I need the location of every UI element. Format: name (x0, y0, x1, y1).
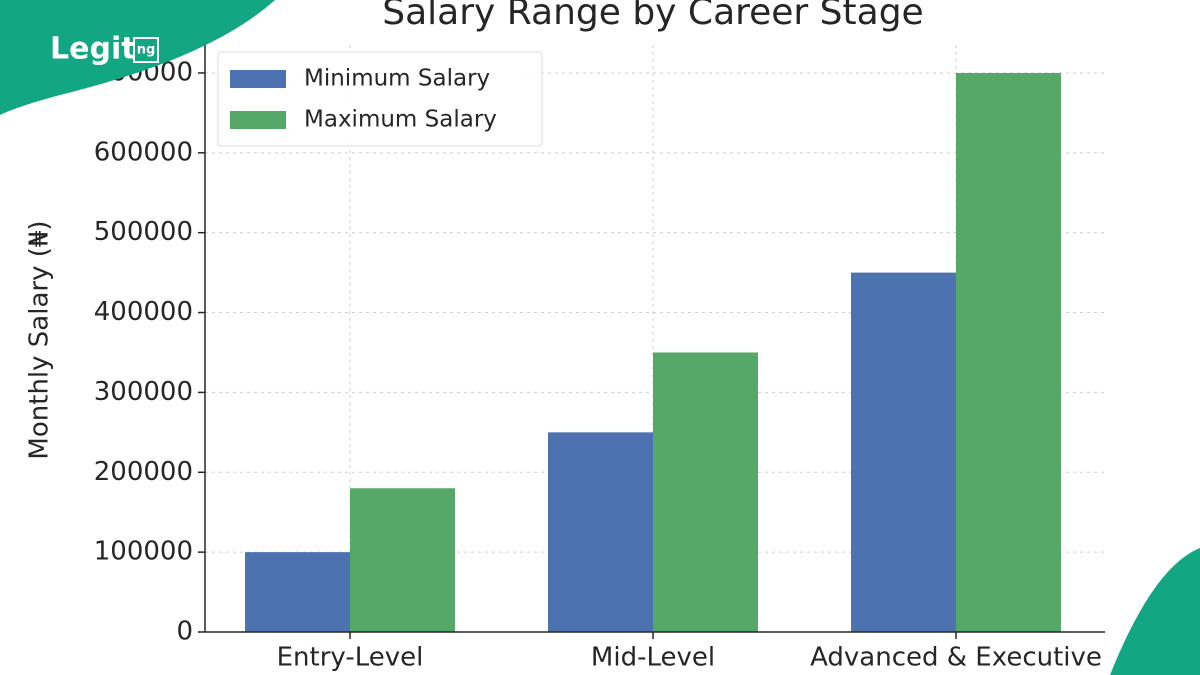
bar (851, 272, 956, 632)
legend-box (217, 51, 543, 147)
plot-area: 0100000200000300000400000500000600000700… (94, 45, 1105, 673)
legend-label: Minimum Salary (304, 66, 490, 92)
legend-swatch (230, 111, 286, 129)
y-tick-label: 600000 (94, 137, 193, 167)
y-tick-label: 500000 (94, 217, 193, 247)
bar (350, 488, 455, 632)
y-axis-label: Monthly Salary (₦) (25, 220, 55, 459)
bar (548, 432, 653, 632)
logo-suffix: ng (137, 43, 156, 58)
legend-swatch (230, 70, 286, 88)
corner-decoration (1110, 548, 1200, 675)
logo-box (133, 37, 159, 63)
logo-text: Legit (50, 32, 136, 67)
legend-label: Maximum Salary (304, 107, 497, 133)
legend: Minimum Salary Maximum Salary (217, 51, 543, 147)
y-tick-label: 200000 (94, 457, 193, 487)
bar (245, 552, 350, 632)
chart-title: Salary Range by Career Stage (382, 0, 923, 33)
bar (653, 352, 758, 632)
y-tick-label: 400000 (94, 297, 193, 327)
logo-banner (0, 0, 275, 115)
x-tick-label: Entry-Level (277, 643, 424, 673)
y-tick-label: 300000 (94, 377, 193, 407)
y-tick-label: 0 (176, 617, 193, 647)
x-tick-label: Advanced & Executive (810, 643, 1102, 673)
bar (956, 72, 1061, 632)
y-tick-label: 100000 (94, 537, 193, 567)
x-tick-label: Mid-Level (591, 643, 715, 673)
